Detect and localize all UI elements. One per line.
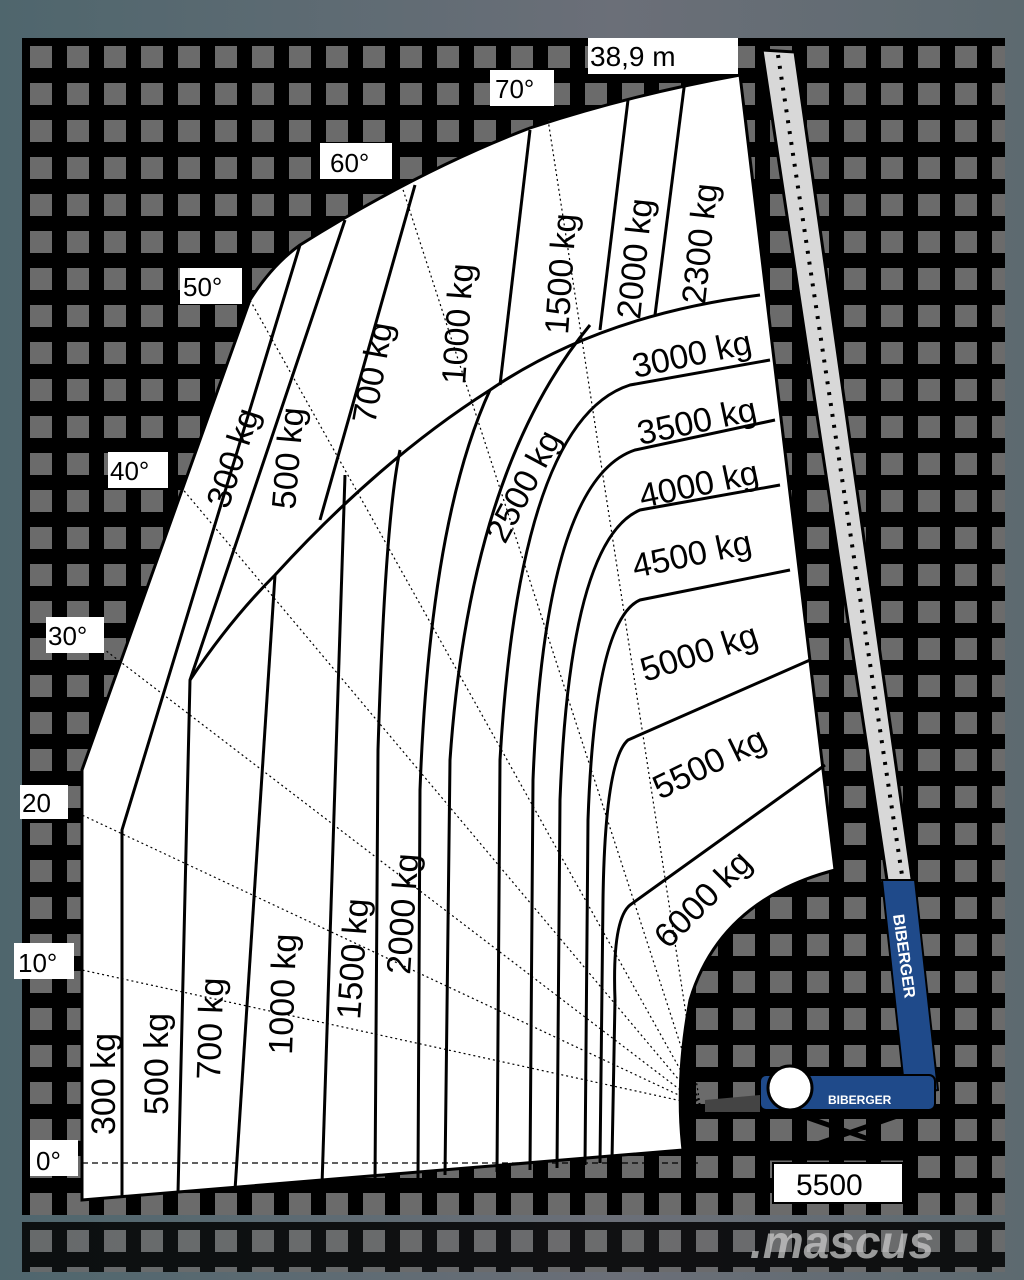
angle-10: 10° <box>18 948 57 978</box>
base-brand: BIBERGER <box>828 1093 892 1107</box>
angle-40: 40° <box>110 456 149 486</box>
upper-load-1000: 1000 kg <box>435 262 481 385</box>
angle-20: 20 <box>22 788 51 818</box>
lower-load-labels: 300 kg 500 kg 700 kg 1000 kg 1500 kg 200… <box>85 852 426 1135</box>
bottom-axis-strip <box>22 1222 1005 1272</box>
lower-load-2000: 2000 kg <box>380 852 426 975</box>
upper-load-1500: 1500 kg <box>538 212 584 335</box>
max-height-label: 38,9 m <box>590 41 676 72</box>
watermark-logo: .mascus <box>750 1216 934 1268</box>
angle-labels: 0° 10° 20 30° 40° 50° 60° 70° 38,9 m <box>14 38 738 1176</box>
upper-load-500: 500 kg <box>265 406 312 511</box>
counterweight-label: 5500 <box>796 1169 863 1202</box>
working-envelope <box>80 73 837 1202</box>
angle-50: 50° <box>183 272 222 302</box>
lower-load-500: 500 kg <box>138 1013 176 1115</box>
lower-load-1500: 1500 kg <box>330 897 376 1020</box>
angle-rays <box>81 99 701 1164</box>
angle-0: 0° <box>36 1146 61 1176</box>
lower-load-700: 700 kg <box>190 977 232 1080</box>
lower-load-300: 300 kg <box>85 1033 123 1135</box>
angle-70: 70° <box>495 74 534 104</box>
angle-60: 60° <box>330 148 369 178</box>
load-boundaries <box>120 79 826 1196</box>
crane-illustration: BIBERGER BIBERGER <box>705 48 940 1161</box>
angle-30: 30° <box>48 621 87 651</box>
lower-load-1000: 1000 kg <box>262 933 304 1055</box>
